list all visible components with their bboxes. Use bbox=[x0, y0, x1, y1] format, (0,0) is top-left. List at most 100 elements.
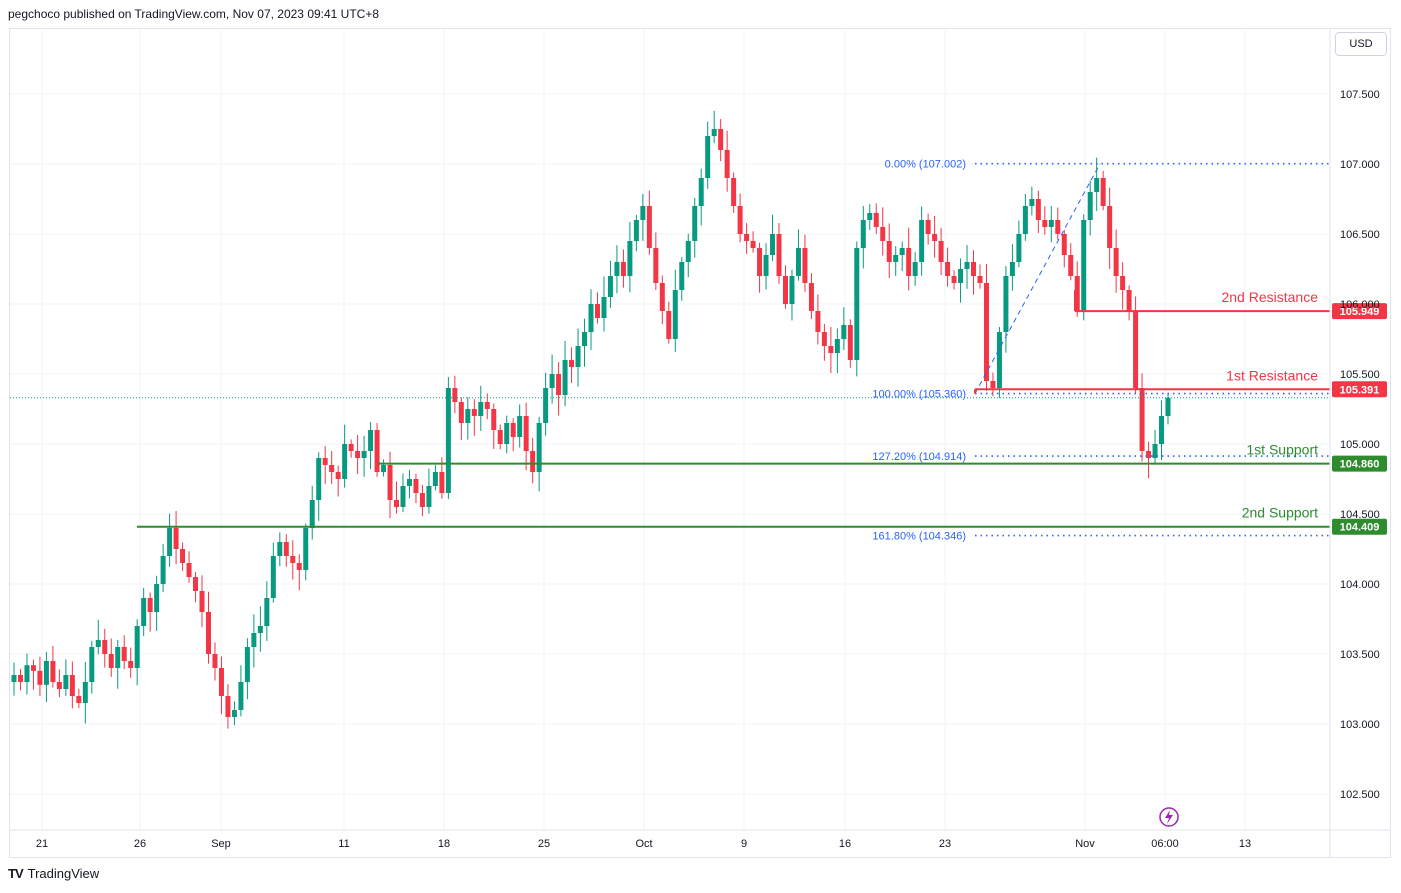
y-tick-label: 104.500 bbox=[1340, 509, 1380, 521]
candle-body bbox=[711, 129, 717, 136]
grid bbox=[10, 30, 1330, 830]
tradingview-brand[interactable]: TV TradingView bbox=[8, 866, 99, 881]
candle-body bbox=[69, 675, 75, 696]
candle-body bbox=[880, 227, 886, 241]
candle-body bbox=[543, 388, 549, 423]
candle-body bbox=[932, 234, 938, 241]
candle-body bbox=[523, 416, 529, 451]
candle-body bbox=[698, 178, 704, 206]
candle-body bbox=[1081, 220, 1087, 311]
candle-body bbox=[1068, 255, 1074, 276]
candle-body bbox=[893, 255, 899, 262]
candle-body bbox=[776, 234, 782, 276]
candle-body bbox=[601, 297, 607, 318]
level-name-label: 2nd Resistance bbox=[1221, 289, 1318, 305]
candle-body bbox=[562, 360, 568, 395]
candle-body bbox=[731, 178, 737, 206]
candle-body bbox=[283, 542, 289, 556]
price-badge-label: 104.409 bbox=[1340, 522, 1380, 534]
price-badge-label: 104.860 bbox=[1340, 459, 1380, 471]
candle-body bbox=[316, 458, 322, 500]
candle-body bbox=[76, 696, 82, 703]
candle-body bbox=[63, 675, 69, 689]
candle-body bbox=[951, 276, 957, 283]
candle-body bbox=[173, 528, 179, 549]
candle-body bbox=[342, 444, 348, 479]
candle-body bbox=[575, 346, 581, 367]
candle-body bbox=[167, 528, 173, 556]
candle-body bbox=[919, 220, 925, 262]
candle-body bbox=[296, 563, 302, 570]
candle-body bbox=[653, 248, 659, 283]
candle-body bbox=[406, 479, 412, 486]
x-tick-label: 21 bbox=[36, 838, 48, 850]
candle-body bbox=[945, 262, 951, 276]
candle-body bbox=[147, 598, 153, 612]
x-tick-label: 11 bbox=[338, 838, 349, 850]
candle-body bbox=[264, 598, 270, 626]
candle-body bbox=[199, 591, 205, 612]
candle-body bbox=[491, 409, 497, 430]
x-tick-label: 13 bbox=[1239, 838, 1251, 850]
candle-body bbox=[270, 556, 276, 598]
candle-body bbox=[218, 668, 224, 696]
lightning-icon[interactable] bbox=[1159, 807, 1179, 827]
candle-body bbox=[1048, 220, 1054, 227]
y-tick-label: 103.500 bbox=[1340, 649, 1380, 661]
candle-body bbox=[108, 654, 114, 668]
x-tick-label: 06:00 bbox=[1151, 838, 1179, 850]
candle-body bbox=[238, 682, 244, 710]
candles bbox=[10, 110, 1330, 729]
candle-body bbox=[912, 262, 918, 276]
candle-body bbox=[867, 213, 873, 220]
candle-body bbox=[854, 248, 860, 360]
price-axis: 107.500 107.000 106.500 106.000 105.500 105.0… bbox=[1340, 89, 1380, 801]
x-tick-label: Oct bbox=[635, 838, 652, 850]
candle-body bbox=[89, 647, 95, 682]
x-tick-label: Sep bbox=[211, 838, 231, 850]
candle-body bbox=[368, 430, 374, 451]
currency-selector[interactable]: USD bbox=[1335, 32, 1387, 56]
candle-body bbox=[582, 332, 588, 346]
candle-body bbox=[231, 710, 237, 717]
candle-body bbox=[627, 241, 633, 276]
candle-body bbox=[439, 472, 445, 493]
candle-body bbox=[355, 451, 361, 458]
level-name-label: 1st Support bbox=[1246, 442, 1318, 458]
candle-body bbox=[497, 430, 503, 444]
candle-body bbox=[1133, 311, 1139, 388]
candle-body bbox=[815, 311, 821, 332]
candle-body bbox=[141, 598, 147, 626]
candle-body bbox=[964, 262, 970, 269]
candle-body bbox=[134, 626, 140, 668]
candle-body bbox=[977, 276, 983, 283]
candle-body bbox=[808, 283, 814, 311]
candle-body bbox=[43, 661, 49, 685]
y-tick-label: 107.500 bbox=[1340, 89, 1380, 101]
candle-body bbox=[309, 500, 315, 528]
candle-body bbox=[588, 304, 594, 332]
candle-body bbox=[1087, 192, 1093, 220]
candle-body bbox=[82, 682, 88, 703]
candle-body bbox=[471, 409, 477, 416]
candle-body bbox=[607, 276, 613, 297]
candle-body bbox=[633, 220, 639, 241]
candle-body bbox=[193, 577, 199, 591]
candle-body bbox=[1035, 199, 1041, 220]
tradingview-logo-icon: TV bbox=[8, 866, 24, 881]
candle-body bbox=[640, 206, 646, 220]
candle-body bbox=[160, 556, 166, 584]
candle-body bbox=[225, 696, 231, 717]
candle-body bbox=[445, 388, 451, 493]
candle-body bbox=[821, 332, 827, 346]
candle-body bbox=[244, 647, 250, 682]
candle-body bbox=[886, 241, 892, 262]
candle-body bbox=[1003, 276, 1009, 332]
candle-body bbox=[1146, 451, 1152, 458]
candle-body bbox=[115, 647, 121, 668]
candle-body bbox=[672, 290, 678, 339]
candle-body bbox=[938, 241, 944, 262]
candle-body bbox=[11, 675, 17, 682]
candle-body bbox=[257, 626, 263, 633]
